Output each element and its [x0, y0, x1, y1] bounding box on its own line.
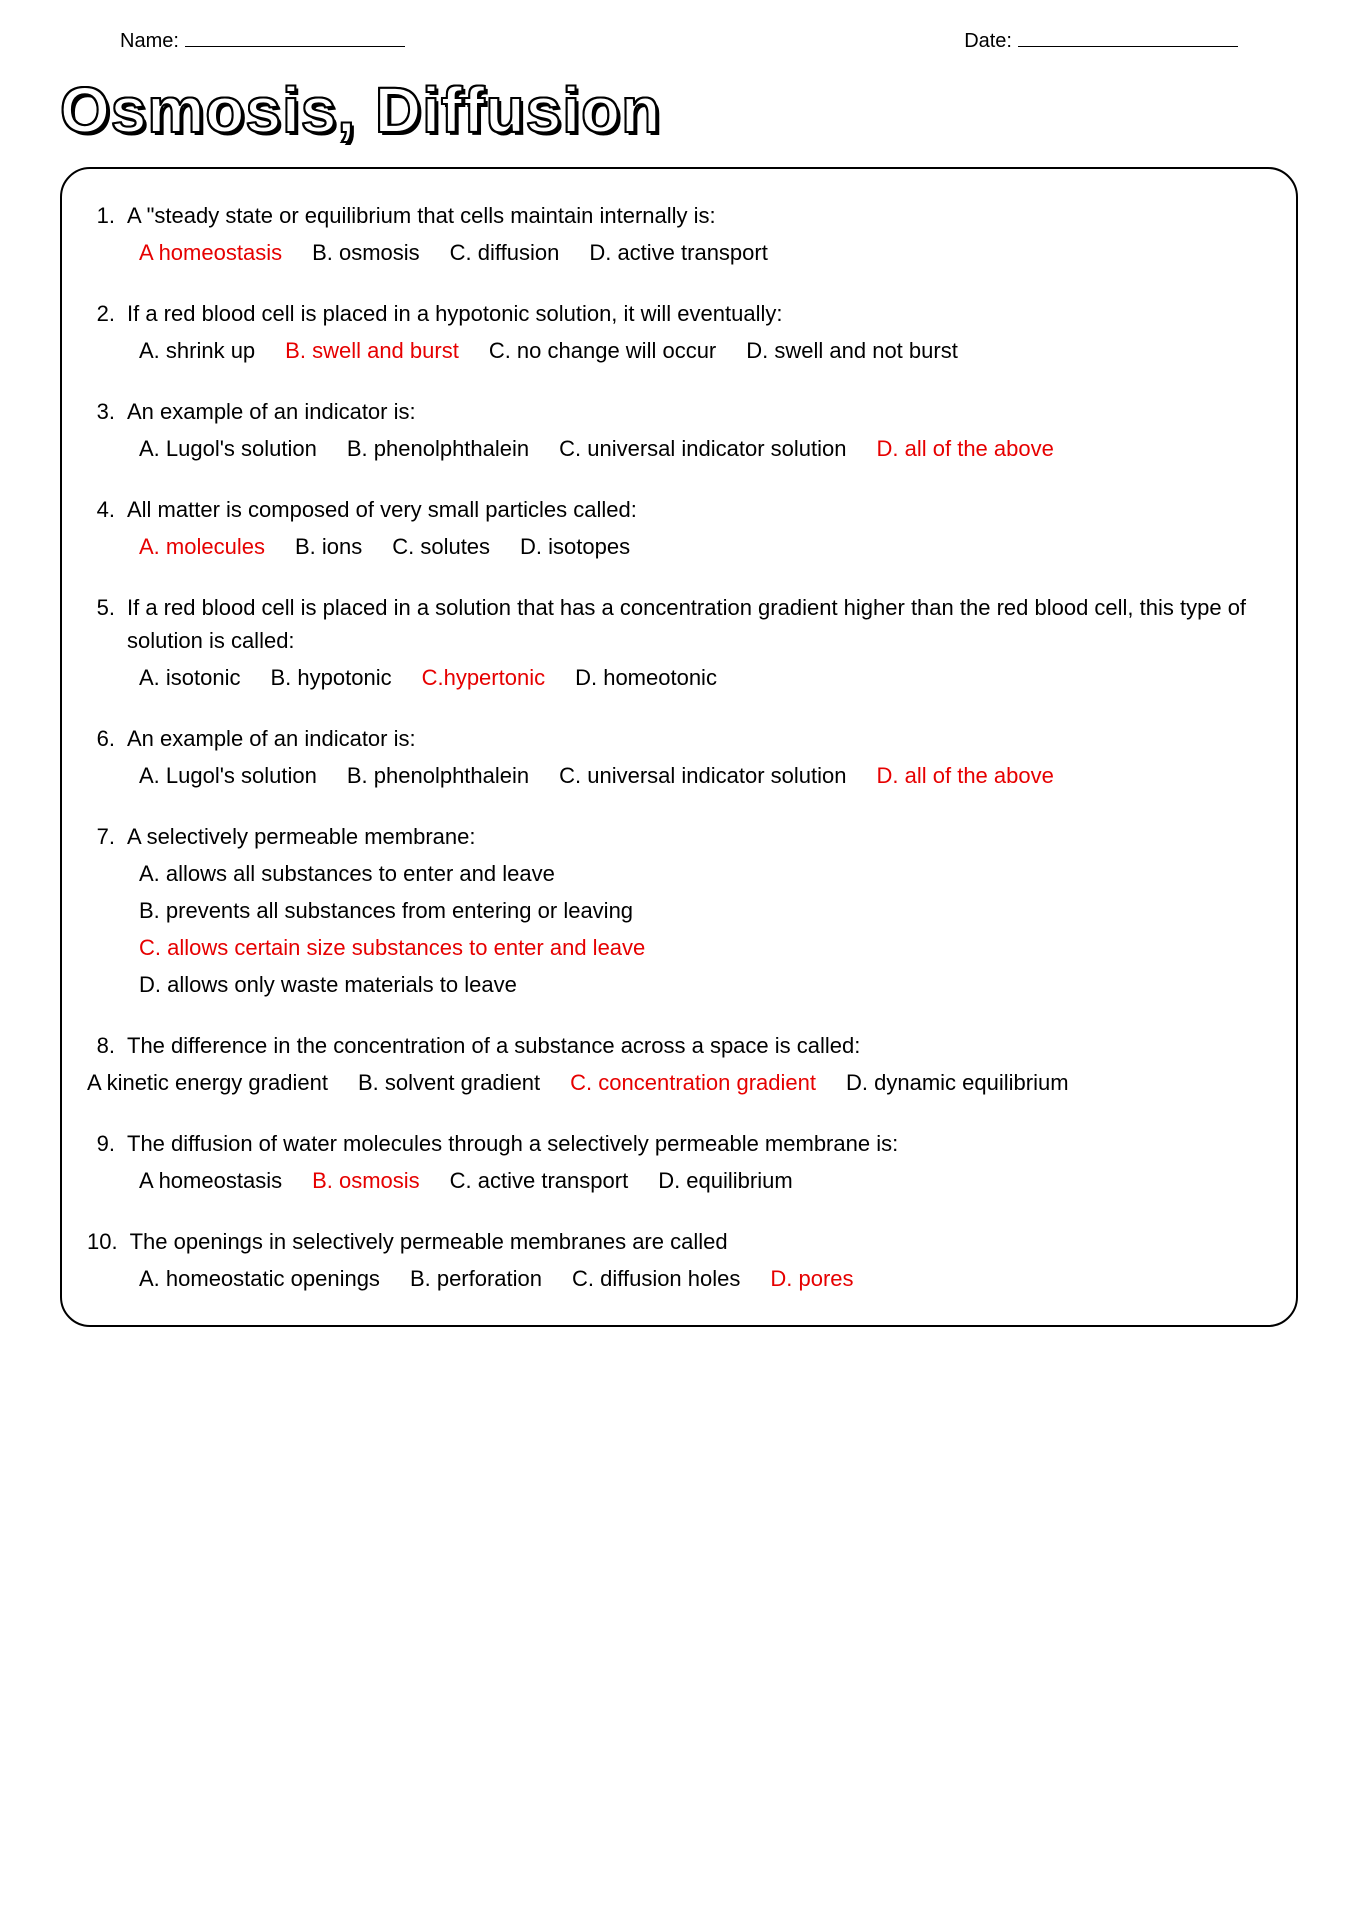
question-number: 6.: [87, 722, 127, 755]
answer-choice[interactable]: A. homeostatic openings: [139, 1262, 380, 1295]
question-block: 6.An example of an indicator is: A. Lugol…: [87, 722, 1271, 792]
answer-choice[interactable]: A. Lugol's solution: [139, 432, 317, 465]
question-text: The openings in selectively permeable me…: [130, 1225, 1271, 1258]
question-block: 4.All matter is composed of very small p…: [87, 493, 1271, 563]
answer-choice[interactable]: D. allows only waste materials to leave: [139, 968, 1271, 1001]
question-text: If a red blood cell is placed in a solut…: [127, 591, 1271, 657]
question-text: The difference in the concentration of a…: [127, 1029, 1271, 1062]
choices-row: A. molecules B. ions C. solutes D. isotopes: [87, 530, 1271, 563]
worksheet-title: Osmosis, Diffusion: [60, 73, 1298, 147]
answer-choice[interactable]: A. shrink up: [139, 334, 255, 367]
question-text-row: 9.The diffusion of water molecules throu…: [87, 1127, 1271, 1160]
date-field: Date:: [964, 30, 1238, 53]
answer-choice[interactable]: B. osmosis: [312, 1164, 420, 1197]
name-label: Name:: [120, 30, 179, 53]
answer-choice[interactable]: C. diffusion holes: [572, 1262, 740, 1295]
answer-choice[interactable]: B. prevents all substances from entering…: [139, 894, 1271, 927]
date-label: Date:: [964, 30, 1012, 53]
answer-choice[interactable]: D. active transport: [589, 236, 768, 269]
answer-choice[interactable]: D. isotopes: [520, 530, 630, 563]
name-blank[interactable]: [185, 46, 405, 47]
answer-choice[interactable]: A homeostasis: [139, 236, 282, 269]
question-text: All matter is composed of very small par…: [127, 493, 1271, 526]
question-text: A selectively permeable membrane:: [127, 820, 1271, 853]
answer-choice[interactable]: C. no change will occur: [489, 334, 716, 367]
answer-choice[interactable]: C.hypertonic: [422, 661, 546, 694]
answer-choice[interactable]: B. phenolphthalein: [347, 759, 529, 792]
answer-choice[interactable]: C. active transport: [450, 1164, 629, 1197]
question-block: 8.The difference in the concentration of…: [87, 1029, 1271, 1099]
question-text: The diffusion of water molecules through…: [127, 1127, 1271, 1160]
question-number: 4.: [87, 493, 127, 526]
choices-row: A. allows all substances to enter and le…: [87, 857, 1271, 1001]
answer-choice[interactable]: C. concentration gradient: [570, 1066, 816, 1099]
answer-choice[interactable]: A. Lugol's solution: [139, 759, 317, 792]
answer-choice[interactable]: B. solvent gradient: [358, 1066, 540, 1099]
question-text: A "steady state or equilibrium that cell…: [127, 199, 1271, 232]
answer-choice[interactable]: B. osmosis: [312, 236, 420, 269]
question-block: 1.A "steady state or equilibrium that ce…: [87, 199, 1271, 269]
question-text-row: 2.If a red blood cell is placed in a hyp…: [87, 297, 1271, 330]
question-text-row: 8.The difference in the concentration of…: [87, 1029, 1271, 1062]
answer-choice[interactable]: D. all of the above: [877, 432, 1054, 465]
worksheet-header: Name: Date:: [60, 30, 1298, 53]
question-text-row: 6.An example of an indicator is:: [87, 722, 1271, 755]
answer-choice[interactable]: C. solutes: [392, 530, 490, 563]
answer-choice[interactable]: C. universal indicator solution: [559, 432, 846, 465]
question-number: 1.: [87, 199, 127, 232]
date-blank[interactable]: [1018, 46, 1238, 47]
answer-choice[interactable]: A. isotonic: [139, 661, 241, 694]
question-text-row: 10.The openings in selectively permeable…: [87, 1225, 1271, 1258]
answer-choice[interactable]: D. swell and not burst: [746, 334, 958, 367]
answer-choice[interactable]: B. phenolphthalein: [347, 432, 529, 465]
question-number: 5.: [87, 591, 127, 624]
question-block: 10.The openings in selectively permeable…: [87, 1225, 1271, 1295]
choices-row: A homeostasis B. osmosis C. diffusion D. ac…: [87, 236, 1271, 269]
questions-container: 1.A "steady state or equilibrium that ce…: [60, 167, 1298, 1327]
question-text-row: 1.A "steady state or equilibrium that ce…: [87, 199, 1271, 232]
answer-choice[interactable]: C. diffusion: [450, 236, 560, 269]
question-text-row: 7.A selectively permeable membrane:: [87, 820, 1271, 853]
answer-choice[interactable]: C. allows certain size substances to ent…: [139, 931, 1271, 964]
answer-choice[interactable]: C. universal indicator solution: [559, 759, 846, 792]
choices-row: A. shrink up B. swell and burst C. no chan…: [87, 334, 1271, 367]
name-field: Name:: [120, 30, 405, 53]
question-block: 7.A selectively permeable membrane: A. al…: [87, 820, 1271, 1001]
answer-choice[interactable]: D. equilibrium: [658, 1164, 793, 1197]
question-block: 5.If a red blood cell is placed in a sol…: [87, 591, 1271, 694]
question-text: An example of an indicator is:: [127, 722, 1271, 755]
choices-row: A homeostasis B. osmosis C. active transpo…: [87, 1164, 1271, 1197]
answer-choice[interactable]: B. swell and burst: [285, 334, 459, 367]
answer-choice[interactable]: B. ions: [295, 530, 362, 563]
answer-choice[interactable]: B. perforation: [410, 1262, 542, 1295]
choices-row: A. Lugol's solution B. phenolphthalein C. …: [87, 759, 1271, 792]
answer-choice[interactable]: B. hypotonic: [271, 661, 392, 694]
choices-row: A kinetic energy gradient B. solvent grad…: [87, 1066, 1271, 1099]
answer-choice[interactable]: A kinetic energy gradient: [87, 1066, 328, 1099]
question-number: 10.: [87, 1225, 130, 1258]
question-number: 8.: [87, 1029, 127, 1062]
question-number: 3.: [87, 395, 127, 428]
answer-choice[interactable]: D. dynamic equilibrium: [846, 1066, 1069, 1099]
answer-choice[interactable]: D. all of the above: [877, 759, 1054, 792]
answer-choice[interactable]: A. molecules: [139, 530, 265, 563]
question-number: 9.: [87, 1127, 127, 1160]
question-number: 2.: [87, 297, 127, 330]
choices-row: A. Lugol's solution B. phenolphthalein C. …: [87, 432, 1271, 465]
question-block: 3.An example of an indicator is: A. Lugol…: [87, 395, 1271, 465]
question-block: 9.The diffusion of water molecules throu…: [87, 1127, 1271, 1197]
answer-choice[interactable]: D. pores: [770, 1262, 853, 1295]
question-text-row: 4.All matter is composed of very small p…: [87, 493, 1271, 526]
question-text: An example of an indicator is:: [127, 395, 1271, 428]
answer-choice[interactable]: A. allows all substances to enter and le…: [139, 857, 1271, 890]
question-number: 7.: [87, 820, 127, 853]
answer-choice[interactable]: A homeostasis: [139, 1164, 282, 1197]
choices-row: A. homeostatic openings B. perforation C. …: [87, 1262, 1271, 1295]
answer-choice[interactable]: D. homeotonic: [575, 661, 717, 694]
choices-row: A. isotonic B. hypotonic C.hypertonic D. ho…: [87, 661, 1271, 694]
question-text: If a red blood cell is placed in a hypot…: [127, 297, 1271, 330]
question-text-row: 5.If a red blood cell is placed in a sol…: [87, 591, 1271, 657]
question-text-row: 3.An example of an indicator is:: [87, 395, 1271, 428]
question-block: 2.If a red blood cell is placed in a hyp…: [87, 297, 1271, 367]
